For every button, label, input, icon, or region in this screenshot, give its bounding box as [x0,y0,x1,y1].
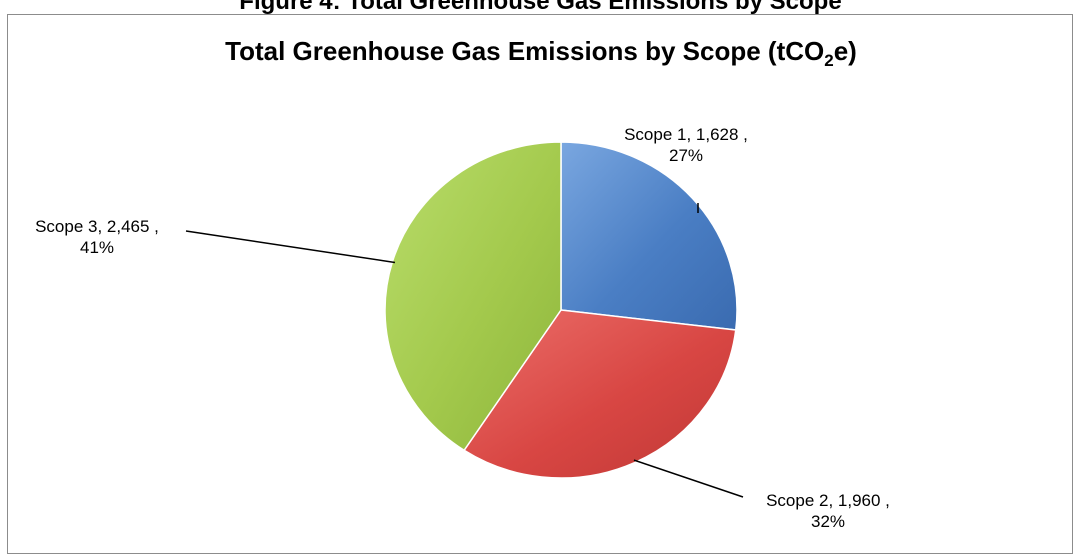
data-label-scope-1: Scope 1, 1,628 , 27% [624,125,748,165]
data-label-scope-3: Scope 3, 2,465 , 41% [35,217,159,257]
pie-chart: Total Greenhouse Gas Emissions by Scope … [35,36,890,531]
page-heading: Figure 4: Total Greenhouse Gas Emissions… [239,0,842,15]
chart-title: Total Greenhouse Gas Emissions by Scope … [225,36,857,70]
leader-line-scope-3 [185,230,396,264]
chart-area: Total Greenhouse Gas Emissions by Scope … [7,14,1073,554]
pie-slice-scope-1 [560,141,738,331]
data-label-scope-2: Scope 2, 1,960 , 32% [766,491,890,531]
leader-line-scope-2 [633,459,744,498]
